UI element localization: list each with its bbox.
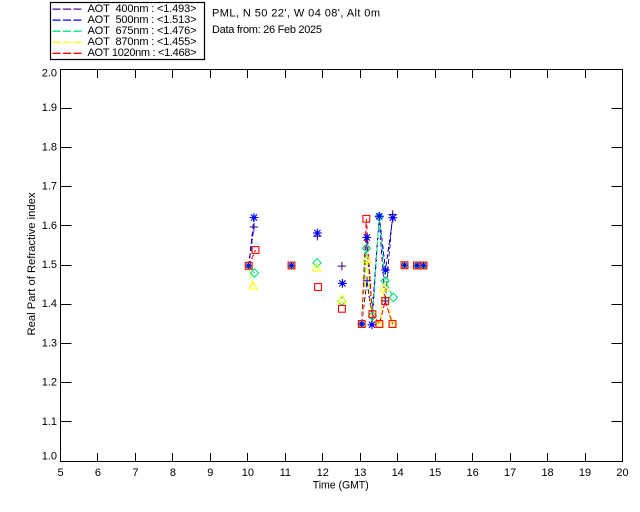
svg-text:20: 20 — [616, 467, 628, 479]
svg-text:13: 13 — [354, 467, 366, 479]
svg-text:1.3: 1.3 — [42, 337, 57, 349]
svg-text:9: 9 — [207, 467, 213, 479]
svg-text:8: 8 — [170, 467, 176, 479]
svg-text:5: 5 — [57, 467, 63, 479]
svg-text:14: 14 — [392, 467, 404, 479]
svg-text:AOT 1020nm : <1.468>: AOT 1020nm : <1.468> — [88, 47, 197, 59]
svg-text:10: 10 — [242, 467, 254, 479]
svg-text:AOT 500nm : <1.513>: AOT 500nm : <1.513> — [88, 14, 197, 26]
svg-text:6: 6 — [95, 467, 101, 479]
svg-text:11: 11 — [280, 467, 291, 479]
svg-text:18: 18 — [541, 467, 553, 479]
svg-text:1.5: 1.5 — [42, 259, 57, 271]
svg-text:1.4: 1.4 — [42, 298, 57, 310]
svg-text:AOT 400nm : <1.493>: AOT 400nm : <1.493> — [88, 3, 197, 15]
svg-text:1.7: 1.7 — [42, 181, 57, 193]
svg-text:Time (GMT): Time (GMT) — [313, 479, 369, 491]
svg-text:17: 17 — [504, 467, 516, 479]
svg-text:AOT 675nm : <1.476>: AOT 675nm : <1.476> — [88, 25, 197, 37]
svg-text:1.2: 1.2 — [42, 377, 57, 389]
svg-text:2.0: 2.0 — [42, 67, 57, 79]
svg-text:1.6: 1.6 — [42, 220, 57, 232]
svg-text:15: 15 — [429, 467, 441, 479]
svg-text:Real Part of Refractive index: Real Part of Refractive index — [26, 192, 38, 336]
svg-text:AOT 870nm : <1.455>: AOT 870nm : <1.455> — [88, 36, 197, 48]
svg-text:1.1: 1.1 — [42, 416, 57, 428]
svg-text:1.8: 1.8 — [42, 141, 57, 153]
svg-text:1.9: 1.9 — [42, 102, 57, 114]
svg-text:7: 7 — [132, 467, 138, 479]
svg-text:16: 16 — [467, 467, 479, 479]
svg-text:19: 19 — [579, 467, 591, 479]
svg-text:PML, N 50 22', W 04 08', Alt 0: PML, N 50 22', W 04 08', Alt 0m — [212, 8, 380, 20]
svg-text:Data from: 26 Feb 2025: Data from: 26 Feb 2025 — [212, 24, 322, 36]
svg-text:1.0: 1.0 — [42, 451, 57, 463]
svg-text:12: 12 — [317, 467, 329, 479]
